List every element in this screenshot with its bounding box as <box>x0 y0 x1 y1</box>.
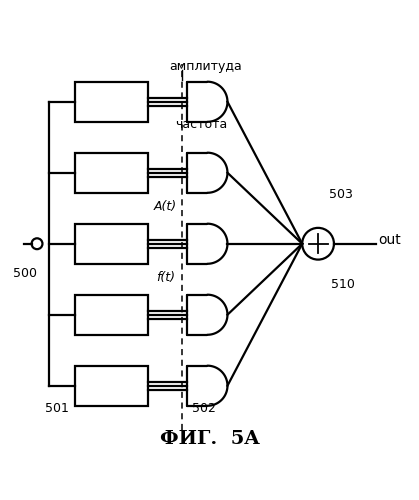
Bar <box>75 224 148 264</box>
Text: частота: частота <box>175 118 227 131</box>
Text: 501: 501 <box>44 402 68 415</box>
Bar <box>75 366 148 406</box>
Text: амплитуда: амплитуда <box>169 60 242 73</box>
Text: 503: 503 <box>328 188 352 200</box>
Bar <box>75 82 148 122</box>
Text: out: out <box>378 232 401 246</box>
Bar <box>75 153 148 192</box>
Bar <box>75 295 148 335</box>
Text: f(t): f(t) <box>156 270 175 283</box>
Text: ФИГ.  5A: ФИГ. 5A <box>160 430 259 448</box>
Text: A(t): A(t) <box>154 200 177 212</box>
Text: 500: 500 <box>13 266 37 280</box>
Text: 502: 502 <box>191 402 215 415</box>
Text: 510: 510 <box>331 278 354 291</box>
